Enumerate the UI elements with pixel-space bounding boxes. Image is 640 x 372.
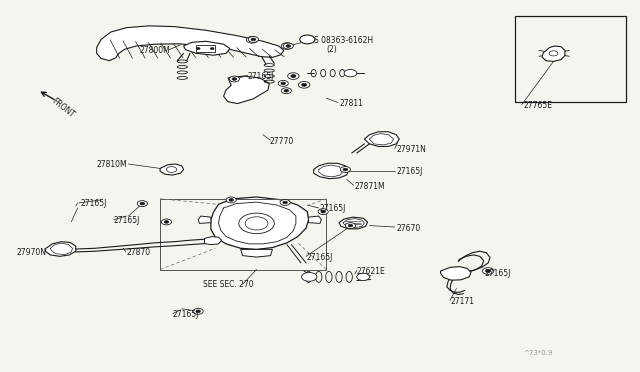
Polygon shape (308, 216, 321, 223)
Circle shape (140, 202, 145, 205)
Bar (196, 45, 215, 52)
Circle shape (196, 310, 200, 312)
Circle shape (287, 73, 299, 79)
Text: 27165J: 27165J (306, 253, 332, 262)
Circle shape (229, 199, 234, 201)
Text: 27165J: 27165J (80, 199, 106, 208)
Polygon shape (223, 76, 269, 103)
Circle shape (344, 70, 356, 77)
Circle shape (298, 81, 310, 88)
Text: 27165J: 27165J (320, 204, 346, 213)
Circle shape (321, 210, 326, 213)
Text: FRONT: FRONT (50, 97, 76, 120)
Polygon shape (184, 41, 230, 55)
Circle shape (300, 35, 315, 44)
Circle shape (281, 82, 285, 85)
Polygon shape (339, 217, 367, 229)
Circle shape (284, 45, 289, 48)
Bar (515, 16, 627, 102)
Circle shape (486, 270, 491, 273)
Text: 27811: 27811 (339, 99, 363, 108)
Circle shape (246, 36, 258, 43)
Circle shape (196, 48, 200, 50)
Circle shape (211, 48, 214, 50)
Polygon shape (241, 249, 273, 257)
Circle shape (284, 89, 289, 92)
Text: S 08363-6162H: S 08363-6162H (314, 36, 372, 45)
Polygon shape (542, 46, 565, 61)
Polygon shape (440, 267, 471, 280)
Circle shape (166, 167, 177, 173)
Polygon shape (205, 237, 221, 245)
Circle shape (282, 43, 292, 49)
Text: SEE SEC. 270: SEE SEC. 270 (203, 280, 253, 289)
Circle shape (483, 268, 494, 274)
Circle shape (164, 221, 169, 223)
Polygon shape (314, 163, 349, 179)
Text: 27165J: 27165J (247, 71, 273, 81)
Text: 27765E: 27765E (523, 101, 552, 110)
Circle shape (346, 223, 356, 228)
Text: 27970N: 27970N (17, 248, 47, 257)
Circle shape (137, 201, 147, 206)
Text: 27800M: 27800M (139, 46, 170, 55)
Circle shape (291, 74, 296, 77)
Text: 27621E: 27621E (356, 266, 385, 276)
Polygon shape (211, 197, 308, 249)
Text: 27165J: 27165J (396, 167, 422, 176)
Circle shape (193, 308, 204, 314)
Circle shape (318, 209, 328, 215)
Circle shape (250, 38, 255, 41)
Circle shape (282, 88, 291, 94)
Circle shape (286, 45, 291, 47)
Circle shape (239, 213, 275, 234)
Text: 27165J: 27165J (114, 216, 140, 225)
Circle shape (549, 51, 558, 56)
Circle shape (226, 197, 236, 203)
Polygon shape (97, 26, 284, 61)
Circle shape (280, 199, 290, 205)
Text: ^73*0.9: ^73*0.9 (523, 350, 552, 356)
Text: 27810M: 27810M (97, 160, 127, 169)
Text: 27770: 27770 (269, 137, 294, 146)
Polygon shape (45, 242, 76, 256)
Circle shape (229, 76, 239, 82)
Circle shape (232, 78, 237, 80)
Circle shape (251, 38, 255, 41)
Text: 27165J: 27165J (485, 269, 511, 279)
Polygon shape (364, 132, 399, 147)
Circle shape (284, 43, 293, 49)
Polygon shape (160, 164, 184, 175)
Circle shape (301, 83, 307, 86)
Text: 27871M: 27871M (355, 182, 385, 190)
Text: 27670: 27670 (396, 224, 420, 232)
Circle shape (301, 272, 317, 281)
Circle shape (340, 167, 351, 173)
Circle shape (348, 224, 353, 227)
Circle shape (278, 80, 288, 86)
Text: 27171: 27171 (450, 297, 474, 306)
Circle shape (343, 168, 348, 171)
Circle shape (245, 217, 268, 230)
Circle shape (356, 273, 369, 280)
Circle shape (161, 219, 172, 225)
Text: 27870: 27870 (127, 248, 150, 257)
Text: 27971N: 27971N (396, 145, 426, 154)
Text: (2): (2) (326, 45, 337, 54)
Polygon shape (198, 216, 211, 223)
Circle shape (283, 201, 287, 204)
Circle shape (248, 36, 259, 42)
Text: S: S (305, 36, 310, 42)
Text: 27165J: 27165J (173, 311, 199, 320)
